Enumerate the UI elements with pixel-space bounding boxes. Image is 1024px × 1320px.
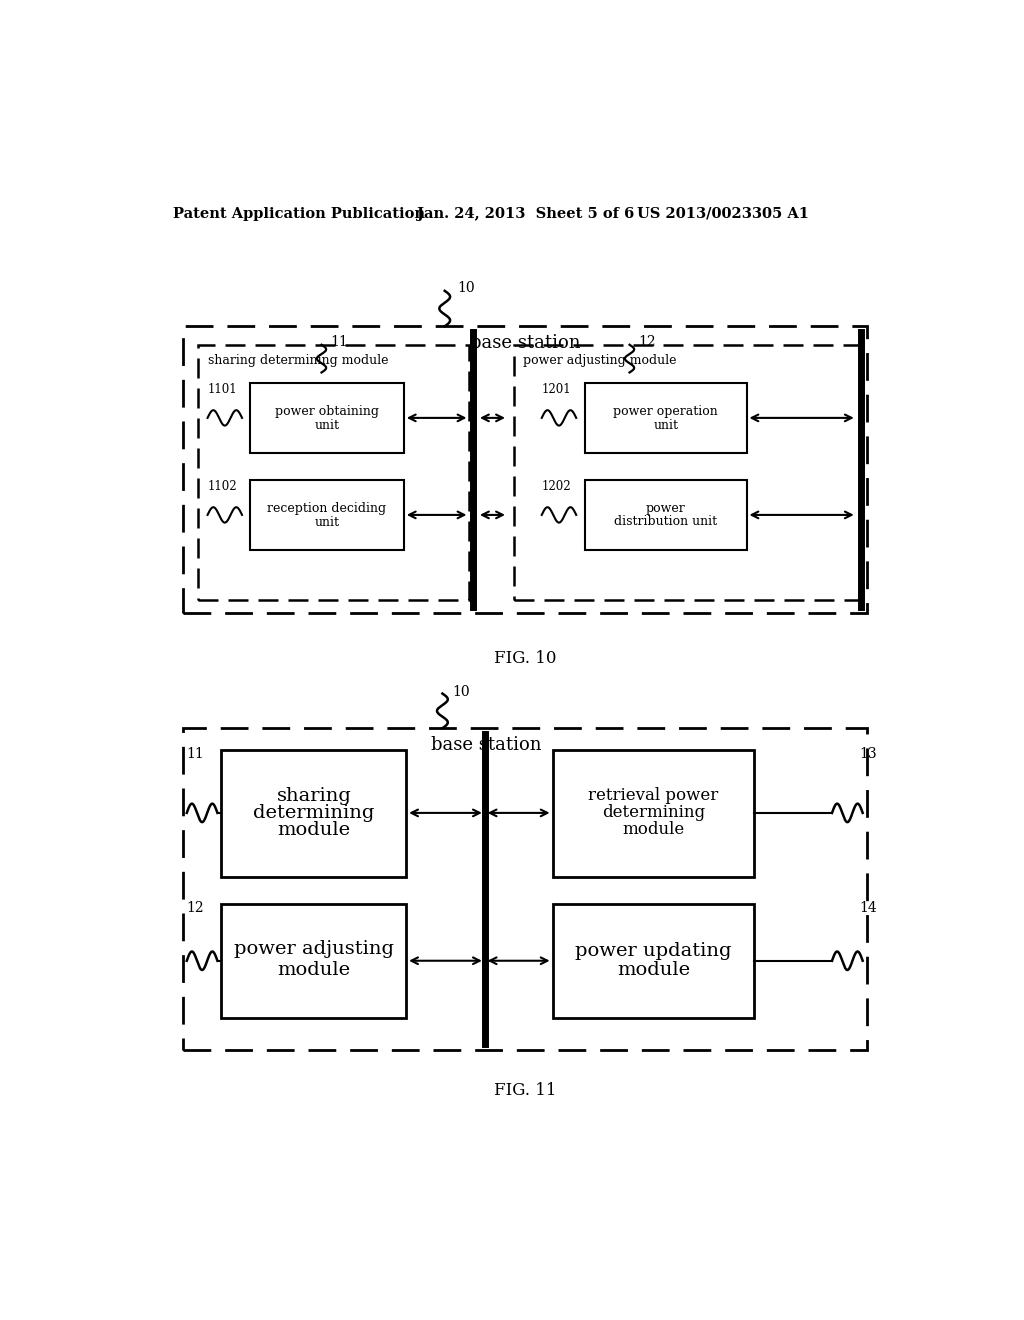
Bar — [250, 383, 403, 453]
Text: US 2013/0023305 A1: US 2013/0023305 A1 — [637, 207, 809, 220]
Text: base station: base station — [470, 334, 580, 352]
Text: 12: 12 — [186, 900, 205, 915]
Bar — [221, 904, 407, 1018]
Bar — [250, 480, 403, 549]
Bar — [553, 904, 755, 1018]
Text: base station: base station — [431, 737, 542, 754]
Text: reception deciding: reception deciding — [267, 502, 386, 515]
Text: unit: unit — [314, 418, 339, 432]
Bar — [221, 750, 407, 876]
Text: power adjusting module: power adjusting module — [523, 354, 677, 367]
Text: 1101: 1101 — [208, 383, 238, 396]
Text: distribution unit: distribution unit — [614, 515, 717, 528]
Text: power operation: power operation — [613, 405, 718, 418]
Text: 11: 11 — [331, 335, 348, 348]
Text: FIG. 11: FIG. 11 — [494, 1081, 556, 1098]
Text: 10: 10 — [453, 685, 470, 700]
Text: 1102: 1102 — [208, 480, 238, 492]
Text: power updating: power updating — [575, 942, 731, 961]
Text: module: module — [278, 961, 350, 979]
Text: sharing determining module: sharing determining module — [208, 354, 388, 367]
Bar — [553, 750, 755, 876]
Bar — [585, 383, 746, 453]
Text: determining: determining — [253, 804, 375, 822]
Text: 10: 10 — [458, 281, 475, 294]
Text: 1201: 1201 — [542, 383, 571, 396]
Text: module: module — [278, 821, 350, 838]
Text: module: module — [623, 821, 684, 838]
Text: determining: determining — [602, 804, 705, 821]
Bar — [585, 480, 746, 549]
Text: Patent Application Publication: Patent Application Publication — [173, 207, 425, 220]
Text: power obtaining: power obtaining — [274, 405, 379, 418]
Text: 11: 11 — [186, 747, 205, 760]
Text: unit: unit — [314, 516, 339, 529]
Text: power: power — [646, 502, 686, 515]
Text: sharing: sharing — [276, 787, 351, 805]
Text: Jan. 24, 2013  Sheet 5 of 6: Jan. 24, 2013 Sheet 5 of 6 — [417, 207, 634, 220]
Text: unit: unit — [653, 418, 678, 432]
Text: FIG. 10: FIG. 10 — [494, 651, 556, 668]
Text: power adjusting: power adjusting — [233, 940, 394, 958]
Text: 14: 14 — [859, 900, 877, 915]
Text: 1202: 1202 — [542, 480, 571, 492]
Text: 12: 12 — [639, 335, 656, 348]
Text: retrieval power: retrieval power — [588, 788, 719, 804]
Text: module: module — [616, 961, 690, 979]
Text: 13: 13 — [859, 747, 877, 760]
